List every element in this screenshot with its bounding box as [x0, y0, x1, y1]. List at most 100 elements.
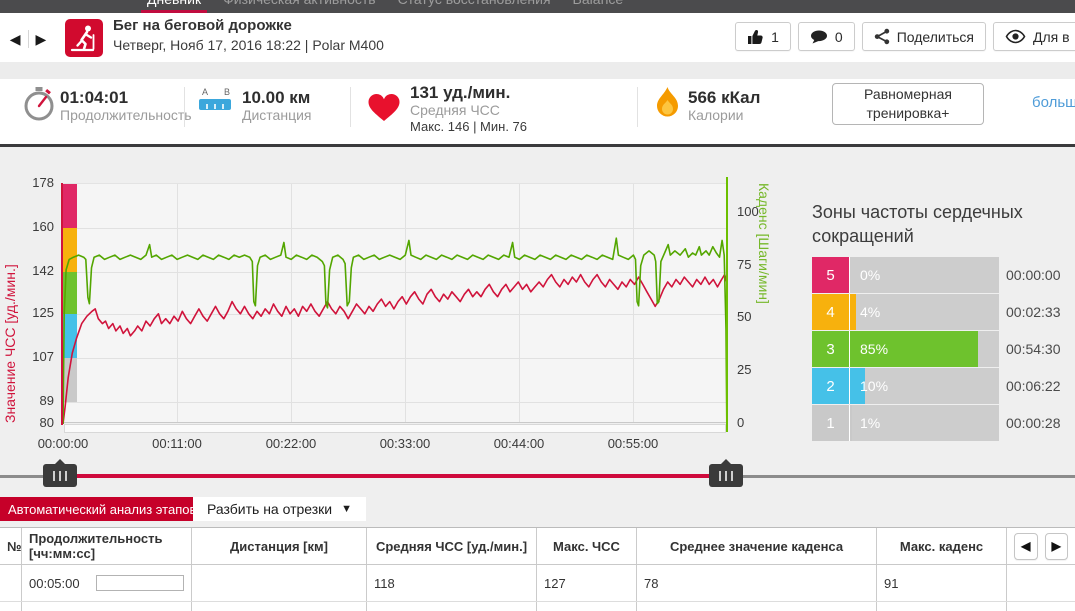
h-gridline	[63, 228, 727, 230]
col-header-3: Средняя ЧСС [уд./мин.]	[367, 528, 537, 564]
like-button[interactable]: 1	[735, 22, 791, 51]
cadence-axis-line	[726, 177, 728, 432]
zone-percent: 0%	[860, 267, 881, 283]
laps-header-row: № Продолжительность [чч:мм:сс] Дистанция […	[0, 528, 1075, 565]
lap-cell-0	[0, 602, 22, 611]
range-slider-left-handle[interactable]	[43, 459, 77, 487]
col-header-0: №	[0, 528, 22, 564]
distance-icon: А В	[198, 87, 234, 111]
hr-zone-row-4: 4 4% 00:02:33	[812, 294, 1061, 330]
split-label: Разбить на отрезки	[207, 501, 333, 517]
hr-tick-178: 178	[32, 175, 54, 190]
lap-cell-3: 118	[367, 565, 537, 601]
stat-divider	[637, 87, 638, 127]
hr-zone-row-1: 1 1% 00:00:28	[812, 405, 1061, 441]
top-nav-tabs: Дневник Физическая активность Статус восст…	[147, 0, 623, 7]
chart-section: Значение ЧСС [уд./мин.] Каденс [Шаги/мин…	[0, 147, 1075, 611]
laps-next-button[interactable]: ▶	[1044, 532, 1068, 560]
series-ЧСС	[63, 273, 727, 424]
stat-divider	[184, 87, 185, 127]
series-Каденс	[63, 237, 727, 424]
comment-button[interactable]: 0	[797, 22, 855, 51]
hr-tick-80: 80	[39, 415, 54, 430]
laps-nav-cell: ◀ ▶	[1007, 528, 1075, 564]
tab-Balance[interactable]: Balance	[573, 0, 624, 7]
zone-time: 00:54:30	[1006, 341, 1061, 357]
col-header-6: Макс. каденс	[877, 528, 1007, 564]
zone-bar-track: 10%	[849, 368, 999, 404]
lap-cell-5: 78	[637, 565, 877, 601]
lap-duration-input[interactable]	[95, 575, 184, 591]
lap-cell-1: 00:05:00	[22, 565, 192, 601]
more-link[interactable]: больше	[1032, 94, 1075, 111]
zone-number-1: 1	[812, 405, 849, 441]
lap-row-2: 00:05:00 1271327987	[0, 602, 1075, 611]
chart-series-svg	[63, 237, 727, 424]
hr-axis-line	[61, 183, 63, 425]
training-benefit-button[interactable]: Равномерная тренировка+	[832, 83, 984, 125]
auto-lap-analysis-button[interactable]: Автоматический анализ этапов	[0, 497, 209, 521]
zone-percent: 10%	[860, 378, 889, 394]
hr-zones-title: Зоны частоты сердечных сокращений	[812, 202, 1023, 246]
zone-number-5: 5	[812, 257, 849, 293]
col-header-5: Среднее значение каденса	[637, 528, 877, 564]
comment-bubble-icon	[810, 30, 827, 43]
next-exercise-button[interactable]: ▶	[35, 30, 47, 47]
treadmill-running-icon	[65, 19, 103, 57]
time-tick-00:33:00: 00:33:00	[379, 436, 431, 451]
chevron-down-icon: ▼	[341, 503, 353, 515]
cadence-tick-25: 25	[737, 362, 752, 377]
hr-zones-list: 5 0% 00:00:00 4 4% 00:02:33 3 85% 00:54:30 2 10% 00…	[812, 257, 1061, 442]
v-gridline	[177, 184, 179, 422]
hr-tick-107: 107	[32, 349, 54, 364]
exercise-datetime-device: Четверг, Нояб 17, 2016 18:22 | Polar M40…	[113, 37, 384, 53]
split-into-laps-dropdown[interactable]: Разбить на отрезки ▼	[193, 497, 367, 521]
lap-cell-4: 132	[537, 602, 637, 611]
summary-bar: 01:04:01 Продолжительность А В 10.00 км …	[0, 62, 1075, 147]
hr-zone-band-3	[63, 272, 77, 314]
zone-percent: 1%	[860, 415, 881, 431]
h-gridline	[63, 357, 727, 359]
lap-cell-nav	[1007, 602, 1075, 611]
hr-tick-89: 89	[39, 393, 54, 408]
cadence-axis-title: Каденс [Шаги/мин]	[756, 183, 772, 304]
stopwatch-icon	[22, 86, 56, 122]
lap-cell-6: 91	[877, 565, 1007, 601]
calories-value: 566 кКал	[688, 88, 761, 107]
visibility-button[interactable]: Для в	[993, 22, 1075, 51]
zone-bar-track: 4%	[849, 294, 999, 330]
tab-Статус восстановления[interactable]: Статус восстановления	[398, 0, 551, 7]
zone-number-4: 4	[812, 294, 849, 330]
distance-value: 10.00 км	[242, 88, 311, 107]
prev-exercise-button[interactable]: ◀	[9, 30, 21, 47]
thumbs-up-icon	[748, 29, 763, 44]
h-gridline	[63, 272, 727, 274]
avg-hr-value: 131 уд./мин.	[410, 83, 511, 102]
time-tick-00:22:00: 00:22:00	[265, 436, 317, 451]
laps-prev-button[interactable]: ◀	[1014, 532, 1038, 560]
hr-zone-band-5	[63, 184, 77, 229]
range-slider-right-handle[interactable]	[709, 459, 743, 487]
arrow-divider	[27, 30, 29, 48]
v-gridline	[291, 184, 293, 422]
hr-zone-row-5: 5 0% 00:00:00	[812, 257, 1061, 293]
calories-flame-icon	[656, 86, 679, 118]
social-buttons: 1 0 Поделиться	[735, 22, 1075, 51]
share-button[interactable]: Поделиться	[861, 22, 986, 51]
time-tick-00:11:00: 00:11:00	[152, 436, 202, 451]
laps-table: № Продолжительность [чч:мм:сс] Дистанция […	[0, 527, 1075, 611]
hr-cadence-chart[interactable]	[63, 183, 727, 424]
hr-zone-row-2: 2 10% 00:06:22	[812, 368, 1061, 404]
cadence-tick-50: 50	[737, 309, 752, 324]
tab-Физическая активность[interactable]: Физическая активность	[223, 0, 375, 7]
zone-percent: 85%	[860, 341, 889, 357]
point-a-label: А	[202, 87, 209, 97]
stat-divider	[350, 87, 351, 127]
tab-Дневник[interactable]: Дневник	[147, 0, 201, 7]
zone-bar-fill	[850, 294, 856, 330]
hr-tick-160: 160	[32, 219, 54, 234]
point-b-label: В	[223, 87, 230, 97]
chart-scroll-strip[interactable]	[64, 424, 726, 433]
zone-time: 00:02:33	[1006, 304, 1061, 320]
